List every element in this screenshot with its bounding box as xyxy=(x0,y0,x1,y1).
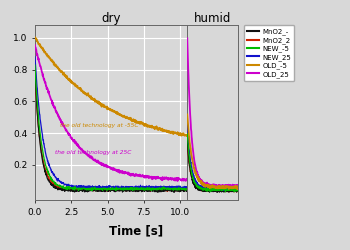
Title: humid: humid xyxy=(194,12,231,25)
Title: dry: dry xyxy=(102,12,121,25)
Text: the old technology at -55C: the old technology at -55C xyxy=(60,123,138,128)
Text: Time [s]: Time [s] xyxy=(110,224,163,237)
Text: the old technology at 25C: the old technology at 25C xyxy=(55,150,132,155)
Legend: MnO2_-, MnO2_2, NEW_-5, NEW_25, OLD_-5, OLD_25: MnO2_-, MnO2_2, NEW_-5, NEW_25, OLD_-5, … xyxy=(244,25,294,81)
